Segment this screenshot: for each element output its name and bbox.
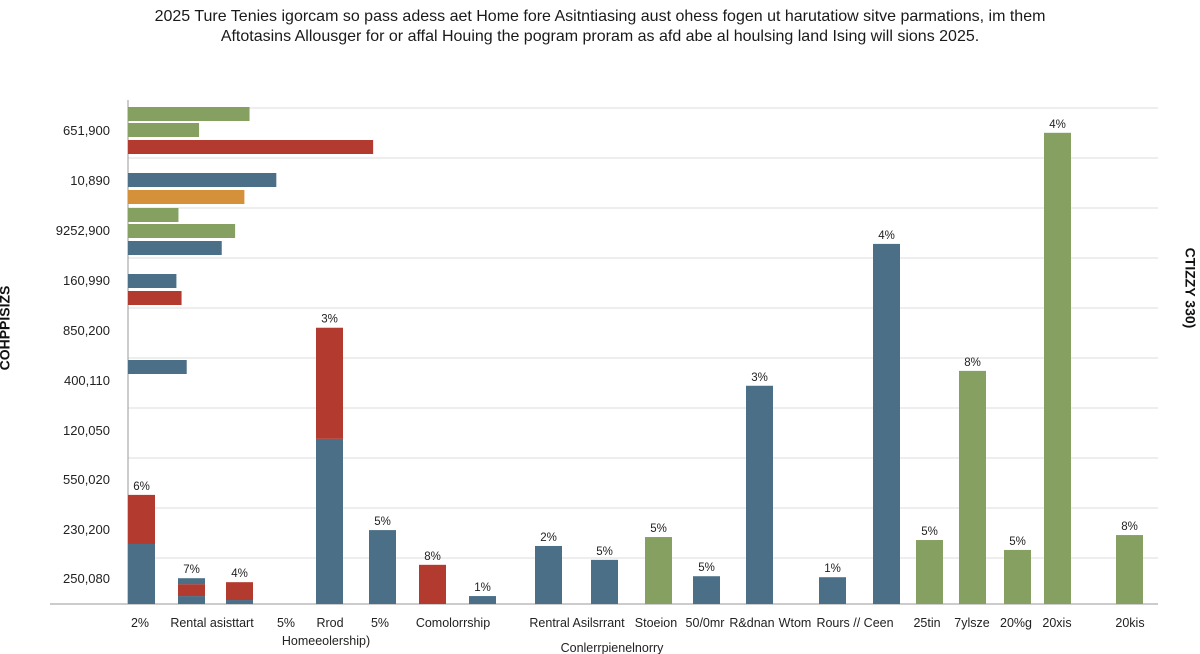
y-tick-label: 651,900 <box>63 123 110 138</box>
horizontal-bar <box>128 208 179 222</box>
bar-data-label: 4% <box>1049 119 1066 131</box>
vertical-bar-segment <box>746 385 773 604</box>
x-tick-label: 2% <box>130 616 150 630</box>
y-tick-label: 850,200 <box>63 323 110 338</box>
bar-data-label: 4% <box>231 568 248 580</box>
horizontal-bar <box>128 274 177 288</box>
x-axis-title: Conlerrpienelnorry <box>560 641 664 654</box>
x-tick-label: 5% <box>276 616 296 630</box>
horizontal-bar <box>128 291 182 305</box>
bar-data-label: 5% <box>374 516 391 528</box>
chart-subtitle: Aftotasins Allousger for or affal Houing… <box>220 28 980 45</box>
bar-data-label: 8% <box>1121 521 1138 533</box>
horizontal-bar <box>128 107 250 121</box>
horizontal-bar <box>128 123 200 137</box>
bar-data-label: 5% <box>698 562 715 574</box>
vertical-bar-segment <box>873 243 900 605</box>
vertical-bar-segment <box>959 370 986 604</box>
vertical-bar-segment <box>419 564 446 604</box>
vertical-bar-segment <box>645 537 672 604</box>
horizontal-bar <box>128 140 374 154</box>
horizontal-bar <box>128 173 277 187</box>
x-tick-label: Stoeion <box>634 616 678 630</box>
y-tick-label: 10,890 <box>70 173 110 188</box>
x-tick-label: 7ylsze <box>954 616 990 630</box>
bar-data-label: 3% <box>751 372 768 384</box>
chart-title: 2025 Ture Tenies igorcam so pass adess a… <box>154 8 1046 25</box>
vertical-bar-segment <box>128 543 155 604</box>
x-tick-label: 25tin <box>913 616 941 630</box>
vertical-bar-segment <box>316 438 343 604</box>
x-tick-label: 20kis <box>1115 616 1145 630</box>
y-tick-label: 9252,900 <box>55 223 110 238</box>
x-tick-label: Rentral Asilsrrant <box>529 616 625 630</box>
bar-data-label: 1% <box>824 563 841 575</box>
x-tick-label: 20%g <box>1000 616 1032 630</box>
vertical-bar-segment <box>178 596 205 604</box>
horizontal-bar <box>128 190 245 204</box>
vertical-bar-segment <box>469 596 496 604</box>
horizontal-bar <box>128 360 187 374</box>
y-tick-label: 120,050 <box>63 423 110 438</box>
x-tick-label: Rrod <box>316 616 344 630</box>
vertical-bar-segment <box>693 576 720 604</box>
horizontal-bar <box>128 241 222 255</box>
bar-data-label: 7% <box>183 564 200 576</box>
vertical-bar-segment <box>226 600 253 604</box>
bar-data-label: 5% <box>1009 536 1026 548</box>
x-tick-label: Rental asisttart <box>170 616 254 630</box>
bar-data-label: 4% <box>878 230 895 242</box>
x-tick-label: Homeeolership) <box>281 634 371 648</box>
y-tick-label: 550,020 <box>63 472 110 487</box>
bar-data-label: 1% <box>474 582 491 594</box>
x-tick-label: 50/0mr <box>685 616 725 630</box>
y-tick-label: 160,990 <box>63 273 110 288</box>
vertical-bar-segment <box>128 494 155 544</box>
x-tick-label: R&dnan <box>729 616 775 630</box>
bar-data-label: 5% <box>921 526 938 538</box>
bar-data-label: 5% <box>596 546 613 558</box>
vertical-bar-segment <box>535 545 562 604</box>
vertical-bar-segment <box>178 578 205 585</box>
y-tick-label: 250,080 <box>63 571 110 586</box>
bar-data-label: 8% <box>964 357 981 369</box>
vertical-bar-segment <box>226 582 253 601</box>
bar-data-label: 6% <box>133 481 150 493</box>
vertical-bar-segment <box>591 559 618 604</box>
x-tick-label: 5% <box>370 616 390 630</box>
vertical-bar-segment <box>178 584 205 597</box>
y-tick-label: 230,200 <box>63 522 110 537</box>
x-tick-label: 20xis <box>1042 616 1072 630</box>
bar-data-label: 2% <box>540 532 557 544</box>
vertical-bar-segment <box>819 577 846 604</box>
horizontal-bar <box>128 224 236 238</box>
x-tick-label: Wtom <box>778 616 812 630</box>
vertical-bar-segment <box>316 327 343 439</box>
y-tick-label: 400,110 <box>63 373 110 388</box>
vertical-bar-segment <box>1044 132 1071 605</box>
x-tick-label: Rours // Ceen <box>816 616 894 630</box>
x-tick-label: Comolorrship <box>415 616 491 630</box>
vertical-bar-segment <box>1116 535 1143 604</box>
bar-data-label: 8% <box>424 551 441 563</box>
vertical-bar-segment <box>916 540 943 604</box>
vertical-bar-segment <box>1004 549 1031 604</box>
bar-data-label: 3% <box>321 314 338 326</box>
bar-data-label: 5% <box>650 523 667 535</box>
vertical-bar-segment <box>369 530 396 604</box>
